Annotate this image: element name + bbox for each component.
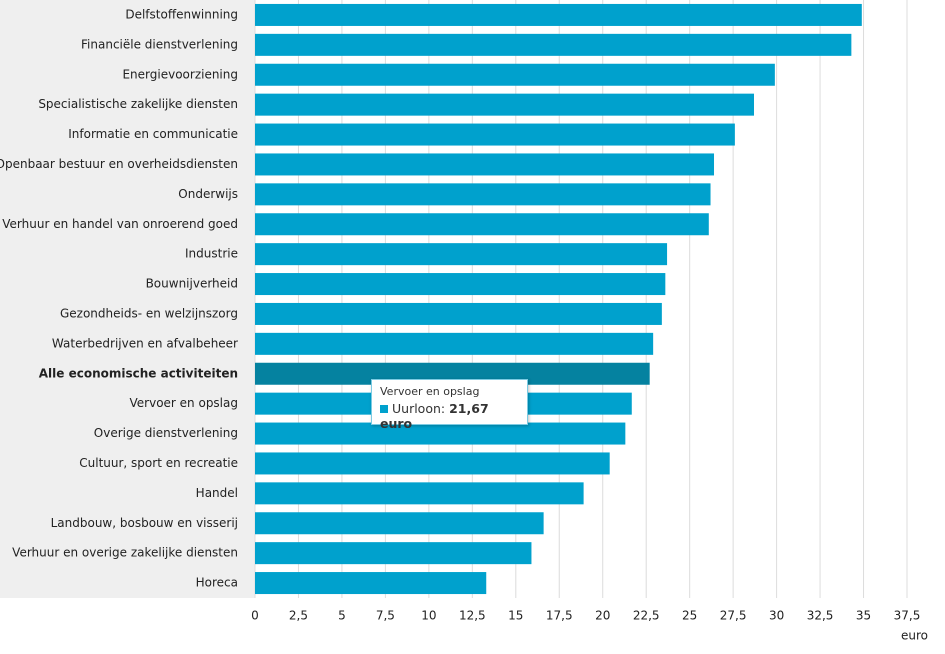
bar bbox=[255, 542, 532, 565]
y-tick-label: Onderwijs bbox=[178, 187, 238, 201]
x-tick-label: 12,5 bbox=[459, 609, 486, 623]
y-tick-label: Openbaar bestuur en overheidsdiensten bbox=[0, 157, 238, 171]
bar bbox=[255, 332, 654, 355]
y-tick-label: Informatie en communicatie bbox=[68, 127, 238, 141]
bar bbox=[255, 243, 668, 266]
x-tick-label: 5 bbox=[338, 609, 346, 623]
bar bbox=[255, 33, 852, 56]
bar bbox=[255, 213, 709, 236]
x-tick-label: 27,5 bbox=[720, 609, 747, 623]
y-tick-label: Industrie bbox=[185, 247, 238, 261]
y-tick-label: Waterbedrijven en afvalbeheer bbox=[52, 336, 238, 350]
x-tick-label: 7,5 bbox=[376, 609, 395, 623]
bar bbox=[255, 482, 584, 505]
x-tick-label: 32,5 bbox=[807, 609, 834, 623]
x-tick-label: 15 bbox=[508, 609, 523, 623]
tooltip-row: Uurloon: 21,67 euro bbox=[380, 401, 519, 431]
y-tick-label: Verhuur en overige zakelijke diensten bbox=[12, 546, 238, 560]
x-tick-label: 25 bbox=[682, 609, 697, 623]
x-tick-label: 17,5 bbox=[546, 609, 573, 623]
y-tick-label: Delfstoffenwinning bbox=[125, 7, 238, 21]
y-tick-label: Handel bbox=[196, 486, 238, 500]
bar bbox=[255, 273, 666, 296]
tooltip: Vervoer en opslag Uurloon: 21,67 euro bbox=[371, 379, 528, 431]
tooltip-label: Uurloon: bbox=[392, 401, 446, 416]
bar bbox=[255, 512, 544, 535]
bar bbox=[255, 183, 711, 206]
x-tick-label: 20 bbox=[595, 609, 610, 623]
y-tick-label: Cultuur, sport en recreatie bbox=[79, 456, 238, 470]
y-tick-label: Horeca bbox=[196, 576, 238, 590]
bar bbox=[255, 452, 610, 475]
y-tick-label: Gezondheids- en welzijnszorg bbox=[60, 306, 238, 320]
bar bbox=[255, 362, 650, 385]
x-tick-label: 35 bbox=[856, 609, 871, 623]
bar bbox=[255, 123, 735, 146]
x-tick-label: 22,5 bbox=[633, 609, 660, 623]
y-tick-label: Vervoer en opslag bbox=[130, 396, 239, 410]
bar bbox=[255, 153, 715, 176]
bar bbox=[255, 63, 775, 86]
y-tick-label: Energievoorziening bbox=[122, 67, 238, 81]
bar bbox=[255, 422, 626, 445]
x-tick-label: 30 bbox=[769, 609, 784, 623]
y-tick-label: Verhuur en handel van onroerend goed bbox=[2, 217, 238, 231]
y-tick-label: Bouwnijverheid bbox=[146, 277, 238, 291]
y-tick-label: Alle economische activiteiten bbox=[39, 366, 238, 380]
tooltip-swatch bbox=[380, 405, 388, 413]
x-axis-label: euro bbox=[901, 629, 928, 643]
tooltip-value: 21,67 euro bbox=[380, 401, 489, 431]
bar bbox=[255, 93, 754, 116]
y-tick-label: Overige dienstverlening bbox=[94, 426, 238, 440]
label-panel bbox=[0, 0, 255, 598]
bar bbox=[255, 302, 662, 325]
x-tick-label: 10 bbox=[421, 609, 436, 623]
x-tick-label: 37,5 bbox=[894, 609, 921, 623]
y-tick-label: Financiële dienstverlening bbox=[81, 37, 238, 51]
tooltip-title: Vervoer en opslag bbox=[380, 385, 480, 398]
x-tick-label: 2,5 bbox=[289, 609, 308, 623]
y-tick-label: Specialistische zakelijke diensten bbox=[38, 97, 238, 111]
y-tick-label: Landbouw, bosbouw en visserij bbox=[51, 516, 238, 530]
bar bbox=[255, 572, 487, 595]
bar bbox=[255, 3, 862, 26]
x-tick-label: 0 bbox=[251, 609, 259, 623]
